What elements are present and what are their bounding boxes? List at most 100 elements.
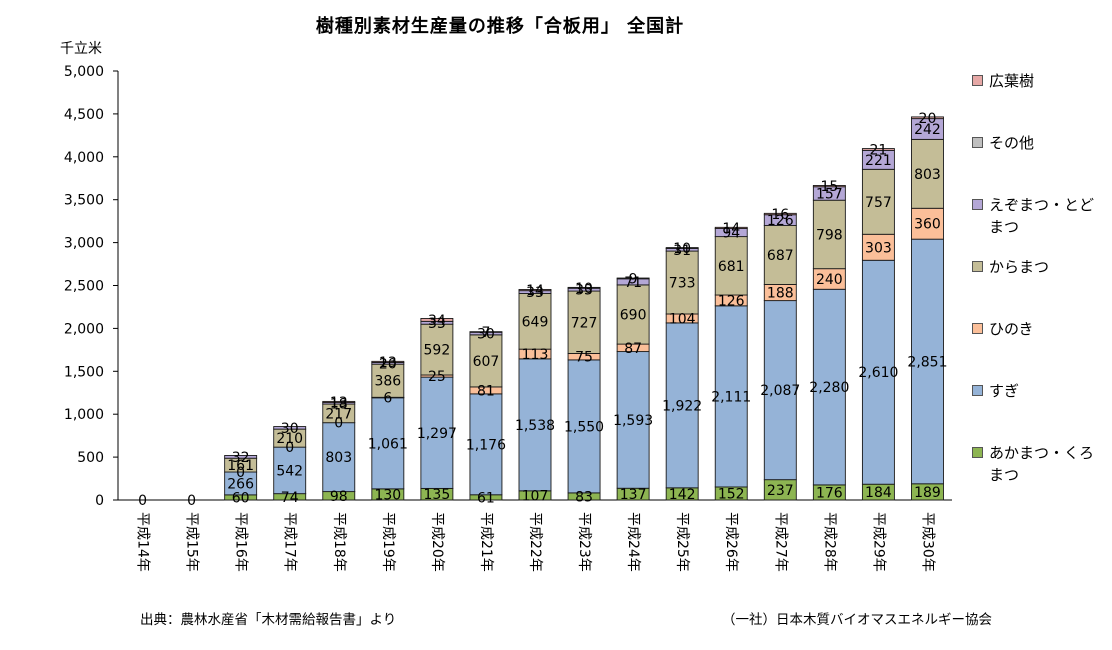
data-label: 0 (236, 465, 245, 481)
data-label: 71 (624, 275, 642, 291)
data-label: 87 (624, 341, 642, 357)
data-label: 60 (232, 490, 250, 506)
data-label: 98 (330, 489, 348, 505)
credit-note: （一社）日本木質バイオマスエネルギー協会 (722, 612, 992, 628)
legend-swatch (972, 261, 983, 272)
x-tick-label: 平成29年 (870, 512, 886, 572)
data-label: 137 (620, 487, 647, 503)
data-label: 30 (477, 327, 495, 343)
bar-segment (518, 293, 552, 350)
bar-segment (714, 236, 748, 296)
data-label: 1,297 (417, 426, 457, 442)
data-label: 126 (767, 213, 794, 229)
legend-label: からまつ (989, 258, 1050, 276)
data-label: 176 (816, 485, 843, 501)
bar-segment (469, 334, 503, 388)
data-label: 10 (575, 281, 593, 297)
x-tick-label: 平成27年 (772, 512, 788, 572)
data-label: 83 (575, 489, 593, 505)
x-tick-label: 平成30年 (919, 512, 935, 572)
stacked-bar-chart: 0 500 1,000 1,500 2,000 2,500 3,000 3,500 4,000 4… (64, 64, 952, 572)
data-label: 1,061 (368, 436, 408, 452)
data-label: 2,610 (858, 365, 898, 381)
y-axis-unit-label: 千立米 (60, 41, 102, 57)
data-label: 1,538 (515, 418, 555, 434)
legend-item: からまつ (972, 256, 1099, 278)
data-label: 221 (865, 153, 892, 169)
bar-segment (273, 426, 307, 430)
data-label: 687 (767, 248, 794, 264)
data-label: 184 (865, 485, 892, 501)
data-label: 33 (428, 316, 446, 332)
bar-segment (420, 323, 454, 376)
data-label: 2,280 (809, 380, 849, 396)
bar-segment (371, 397, 405, 490)
legend-item: ひのき (972, 318, 1099, 340)
bar-segment (665, 322, 699, 489)
data-label: 152 (718, 486, 745, 502)
data-label: 803 (914, 167, 941, 183)
x-tick-label: 平成26年 (723, 512, 739, 572)
data-label: 1,922 (662, 398, 702, 414)
x-tick-label: 平成24年 (625, 512, 641, 572)
bar-segment (518, 288, 552, 292)
bar-segment (911, 207, 944, 240)
data-label: 1,176 (466, 437, 506, 453)
data-label: 188 (767, 286, 794, 302)
data-label: 94 (722, 226, 740, 242)
data-label: 33 (526, 285, 544, 301)
data-label: 360 (914, 217, 941, 233)
data-label: 20 (919, 111, 937, 127)
bar-segment (812, 185, 846, 188)
data-label: 607 (473, 354, 500, 370)
y-tick-label: 1,000 (64, 407, 104, 423)
bar-segment (763, 300, 797, 481)
bar-segment (371, 363, 405, 398)
legend-item: 広葉樹 (972, 70, 1099, 92)
data-label: 10 (673, 241, 691, 257)
data-label: 113 (522, 347, 549, 363)
data-label: 189 (914, 485, 941, 501)
data-label: 733 (669, 276, 696, 292)
x-tick-label: 平成25年 (674, 512, 690, 572)
data-label: 32 (232, 450, 250, 466)
data-label: 14 (526, 283, 544, 299)
data-label: 161 (227, 458, 254, 474)
data-label: 9 (629, 271, 638, 287)
data-label: 30 (281, 421, 299, 437)
data-label: 0 (334, 416, 343, 432)
data-label: 237 (767, 483, 794, 499)
data-label: 157 (816, 186, 843, 202)
data-label: 13 (330, 395, 348, 411)
x-tick-label: 平成15年 (184, 512, 200, 572)
legend-swatch (972, 199, 983, 210)
bar-segment (861, 233, 895, 261)
data-label: 7 (481, 325, 490, 341)
bar-segment (469, 331, 503, 333)
bar-segment (322, 400, 356, 403)
data-label: 681 (718, 259, 745, 275)
legend-item: その他 (972, 132, 1099, 154)
data-label: 242 (914, 122, 941, 138)
bar-segment (469, 393, 503, 496)
data-label: 104 (669, 311, 696, 327)
data-label: 592 (424, 343, 451, 359)
bar-segment (371, 360, 405, 363)
bar-segment (763, 212, 797, 216)
data-label: 2,851 (907, 354, 947, 370)
x-tick-label: 平成23年 (576, 512, 592, 572)
y-tick-label: 0 (95, 493, 104, 509)
chart-title: 樹種別素材生産量の推移「合板用」 全国計 (315, 16, 685, 37)
y-tick-label: 3,000 (64, 236, 104, 252)
x-tick-label: 平成16年 (233, 512, 249, 572)
bar-segment (567, 286, 601, 289)
legend-item: あかまつ・くろまつ (972, 442, 1099, 486)
data-label: 34 (428, 313, 446, 329)
data-label: 31 (673, 243, 691, 259)
data-label: 74 (281, 490, 299, 506)
bar-segment (911, 116, 944, 120)
legend-item: すぎ (972, 380, 1099, 402)
data-label: 107 (522, 488, 549, 504)
bar-segment (714, 226, 748, 229)
data-label: 81 (477, 383, 495, 399)
